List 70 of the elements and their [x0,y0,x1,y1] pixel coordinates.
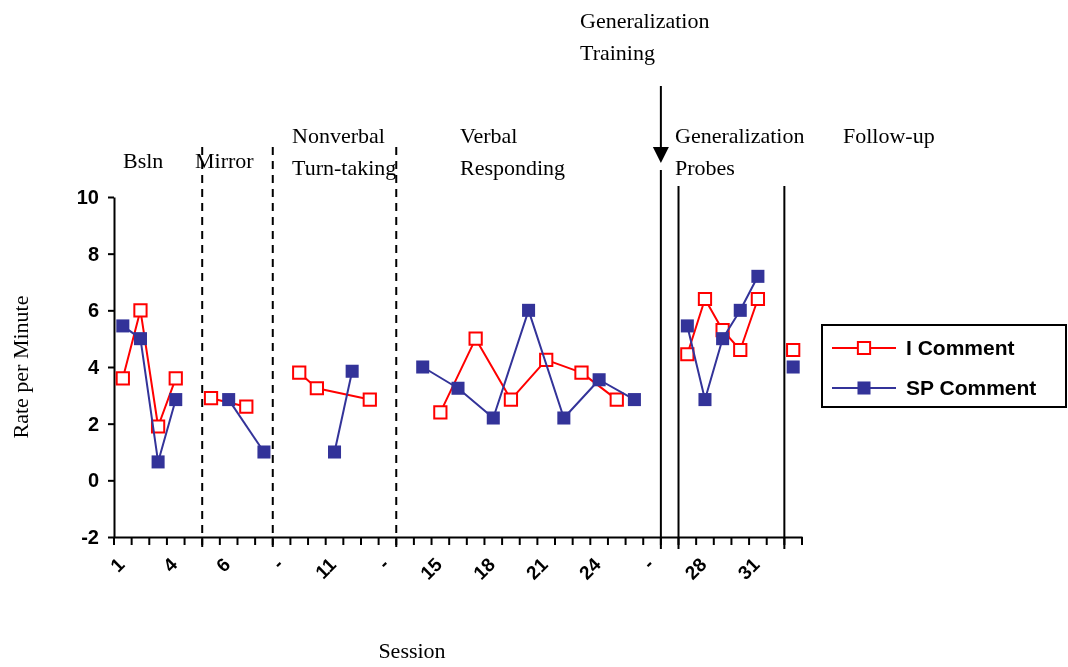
y-tick-label: 4 [87,355,100,378]
x-tick-label: 11 [311,553,341,583]
point [168,371,183,386]
text: Generalization Probes [675,123,805,180]
point [345,364,359,378]
x-tick-label: 15 [416,553,447,584]
point [133,303,148,318]
point [697,291,713,307]
point [522,303,536,317]
point [503,392,519,407]
point [133,332,147,346]
point [169,393,183,407]
point [433,405,448,420]
point [733,342,748,358]
point [786,360,800,374]
y-tick-label: 8 [87,242,99,265]
x-tick-label: 28 [680,553,711,584]
point [309,381,324,396]
point [151,455,165,469]
text: Follow-up [843,123,935,148]
point [592,373,606,387]
point [750,291,766,307]
point [698,393,712,407]
x-tick-label: 21 [522,553,553,584]
point [115,371,130,386]
x-tick-label: - [267,553,288,574]
x-tick-label: 6 [211,553,235,577]
x-tick-label: 18 [469,553,499,584]
point [327,445,342,459]
point [362,392,377,407]
y-tick-label: 2 [87,412,99,435]
point [416,360,430,374]
point [451,381,465,395]
text: Bsln [123,148,164,173]
y-axis-title: Rate per Minute [8,295,33,439]
point [716,332,730,346]
x-axis-title: Session [378,638,446,663]
y-tick-label: -2 [81,525,99,548]
point [257,445,271,459]
point [733,303,747,317]
text: Generalization Training [580,8,710,65]
point [680,319,694,333]
legend-label: I Comment [906,336,1015,360]
point [239,399,254,414]
y-tick-label: 6 [87,299,99,322]
point [468,331,483,346]
x-tick-label: 4 [159,553,182,577]
legend-label: SP Comment [906,376,1037,400]
point [751,269,765,283]
point [627,393,641,407]
y-tick-label: 10 [76,185,99,208]
x-tick-label: 1 [106,553,129,577]
point [116,319,130,333]
text: Verbal Responding [460,123,566,180]
point [222,393,236,407]
y-tick-label: 0 [87,469,99,492]
point [786,342,801,358]
point [557,411,571,425]
x-tick-label: 24 [574,553,606,584]
point [486,411,500,425]
x-tick-label: 31 [733,553,764,584]
point [203,391,219,406]
point [574,365,589,380]
text: Mirror [195,148,255,173]
text: Nonverbal Turn-taking [292,123,397,180]
x-tick-label: - [373,553,394,574]
x-tick-label: - [638,553,658,574]
point [680,347,695,362]
point [609,392,624,407]
point [292,365,307,380]
